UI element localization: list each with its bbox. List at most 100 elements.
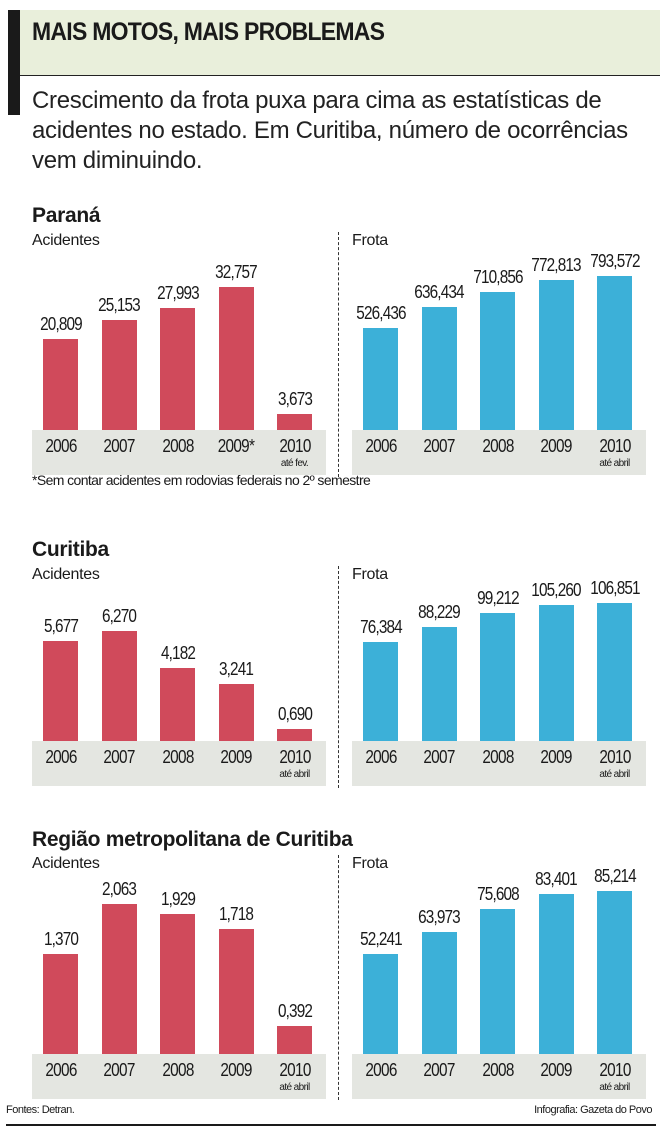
tick-sublabel: até abril xyxy=(599,769,630,780)
tick-label: 2010 xyxy=(598,1060,631,1080)
data-label: 2,063 xyxy=(101,879,137,899)
tick-label: 2009 xyxy=(220,747,252,767)
page-subtitle: Crescimento da frota puxa para cima as e… xyxy=(32,87,628,174)
divider xyxy=(338,566,339,788)
axis-strip xyxy=(352,741,646,786)
bar-2006 xyxy=(43,641,78,741)
bar-2006 xyxy=(363,327,398,430)
data-label: 20,809 xyxy=(39,314,83,335)
axis-strip xyxy=(32,741,326,786)
bar-2008 xyxy=(160,667,195,741)
tick-label: 2006 xyxy=(44,1060,77,1080)
tick-sublabel: até abril xyxy=(279,769,310,780)
data-label: 25,153 xyxy=(98,295,141,316)
data-label: 75,608 xyxy=(476,884,520,905)
bar-2009 xyxy=(538,894,574,1054)
footer-rule xyxy=(6,1124,656,1126)
bar-2010 xyxy=(277,728,312,741)
bar-2006 xyxy=(363,642,398,741)
tick-label: 2009* xyxy=(217,436,255,456)
bar-2008 xyxy=(480,292,515,430)
data-label: 0,690 xyxy=(277,703,312,724)
footnote: *Sem contar acidentes em rodovias federa… xyxy=(32,472,371,488)
tick-label: 2009 xyxy=(540,436,572,456)
bar-2009 xyxy=(538,280,574,430)
header-accent-bar xyxy=(8,10,20,115)
tick-sublabel: até abril xyxy=(599,1082,630,1093)
bar-2007 xyxy=(101,904,137,1054)
tick-label: 2009 xyxy=(540,747,572,767)
axis-strip xyxy=(32,1054,326,1099)
tick-label: 2006 xyxy=(44,747,77,767)
tick-sublabel: até abril xyxy=(599,458,630,469)
tick-label: 2009 xyxy=(540,1060,572,1080)
tick-label: 2010 xyxy=(598,436,631,456)
bar-2010 xyxy=(597,891,632,1054)
tick-label: 2006 xyxy=(44,436,77,456)
section-title-metro: Região metropolitana de Curitiba xyxy=(32,828,353,851)
data-label: 1,929 xyxy=(160,888,195,909)
data-label: 3,241 xyxy=(218,659,254,680)
bar-2007 xyxy=(101,631,137,741)
tick-label: 2008 xyxy=(161,436,194,456)
data-label: 63,973 xyxy=(418,906,461,927)
axis-strip xyxy=(32,430,326,475)
data-label: 4,182 xyxy=(160,642,195,663)
tick-label: 2010 xyxy=(278,747,311,767)
tick-label: 2006 xyxy=(364,1060,397,1080)
axis-strip xyxy=(352,1054,646,1099)
bar-2008 xyxy=(480,612,515,741)
tick-label: 2007 xyxy=(423,1060,455,1080)
bar-2006 xyxy=(363,954,398,1054)
bar-2009 xyxy=(538,605,574,741)
bar-2008 xyxy=(480,909,515,1054)
data-label: 88,229 xyxy=(418,602,461,623)
tick-label: 2007 xyxy=(423,747,455,767)
data-label: 1,718 xyxy=(218,904,254,925)
tick-label: 2008 xyxy=(161,1060,194,1080)
bar-2010 xyxy=(277,1025,312,1054)
bar-2008 xyxy=(160,307,195,430)
data-label: 710,856 xyxy=(472,267,523,288)
axis-strip xyxy=(352,430,646,475)
data-label: 85,214 xyxy=(593,866,637,886)
bar-2006 xyxy=(43,339,78,430)
section-title-parana: Paraná xyxy=(32,204,101,227)
bar-2009 xyxy=(218,684,254,741)
bar-2010 xyxy=(597,276,632,430)
tick-label: 2010 xyxy=(278,436,311,456)
tick-label: 2010 xyxy=(278,1060,311,1080)
tick-label: 2007 xyxy=(103,747,135,767)
page-title: MAIS MOTOS, MAIS PROBLEMAS xyxy=(32,18,385,46)
bar-2008 xyxy=(160,913,195,1054)
data-label: 32,757 xyxy=(215,262,258,282)
tick-label: 2007 xyxy=(103,1060,135,1080)
chart-label: Acidentes xyxy=(32,232,100,249)
section-title-curitiba: Curitiba xyxy=(32,538,109,561)
data-label: 99,212 xyxy=(476,587,520,608)
data-label: 105,260 xyxy=(531,580,581,601)
chart-label: Acidentes xyxy=(32,566,100,583)
bar-2010 xyxy=(597,603,632,741)
bar-2010 xyxy=(277,413,312,430)
bar-2009* xyxy=(218,287,254,430)
bar-2007 xyxy=(101,320,137,430)
divider xyxy=(338,855,339,1100)
tick-sublabel: até fev. xyxy=(280,458,309,469)
source-note: Fontes: Detran. xyxy=(6,1104,75,1116)
data-label: 636,434 xyxy=(414,281,464,302)
tick-label: 2008 xyxy=(481,436,514,456)
divider xyxy=(338,232,339,477)
data-label: 6,270 xyxy=(101,606,137,626)
data-label: 772,813 xyxy=(531,255,581,276)
data-label: 793,572 xyxy=(589,251,640,271)
tick-label: 2009 xyxy=(220,1060,252,1080)
data-label: 27,993 xyxy=(156,282,200,303)
data-label: 106,851 xyxy=(589,578,640,598)
data-label: 1,370 xyxy=(43,929,78,950)
data-label: 526,436 xyxy=(355,302,406,323)
bar-2007 xyxy=(421,931,457,1054)
bar-2007 xyxy=(421,306,457,430)
data-label: 3,673 xyxy=(277,388,312,409)
